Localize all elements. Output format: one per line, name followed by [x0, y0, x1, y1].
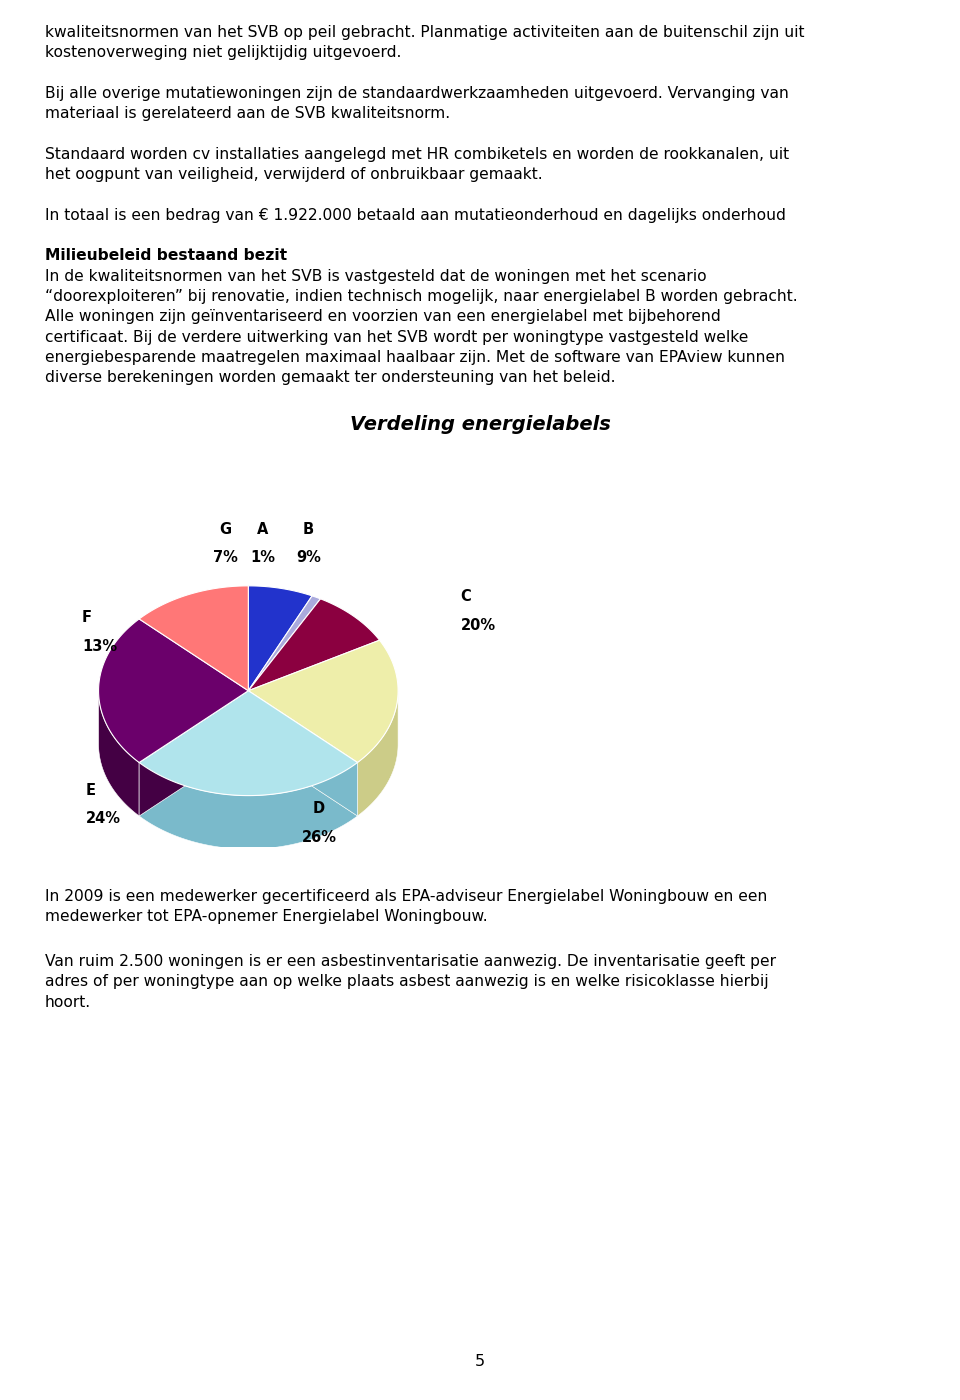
Text: A: A	[257, 522, 269, 536]
Text: Milieubeleid bestaand bezit: Milieubeleid bestaand bezit	[45, 249, 287, 263]
Text: kwaliteitsnormen van het SVB op peil gebracht. Planmatige activiteiten aan de bu: kwaliteitsnormen van het SVB op peil geb…	[45, 25, 804, 41]
Text: E: E	[86, 783, 96, 798]
Text: 5: 5	[475, 1354, 485, 1369]
Text: Standaard worden cv installaties aangelegd met HR combiketels en worden de rookk: Standaard worden cv installaties aangele…	[45, 147, 789, 162]
Text: diverse berekeningen worden gemaakt ter ondersteuning van het beleid.: diverse berekeningen worden gemaakt ter …	[45, 370, 615, 385]
Text: certificaat. Bij de verdere uitwerking van het SVB wordt per woningtype vastgest: certificaat. Bij de verdere uitwerking v…	[45, 329, 749, 344]
Text: Alle woningen zijn geïnventariseerd en voorzien van een energielabel met bijbeho: Alle woningen zijn geïnventariseerd en v…	[45, 309, 721, 325]
Polygon shape	[249, 690, 357, 816]
Polygon shape	[249, 596, 321, 690]
Text: In 2009 is een medewerker gecertificeerd als EPA-adviseur Energielabel Woningbou: In 2009 is een medewerker gecertificeerd…	[45, 889, 767, 904]
Text: “doorexploiteren” bij renovatie, indien technisch mogelijk, naar energielabel B : “doorexploiteren” bij renovatie, indien …	[45, 288, 798, 304]
Text: 24%: 24%	[86, 812, 121, 826]
Text: B: B	[303, 522, 314, 536]
Text: het oogpunt van veiligheid, verwijderd of onbruikbaar gemaakt.: het oogpunt van veiligheid, verwijderd o…	[45, 167, 542, 182]
Text: 20%: 20%	[461, 619, 495, 633]
Text: adres of per woningtype aan op welke plaats asbest aanwezig is en welke risicokl: adres of per woningtype aan op welke pla…	[45, 974, 769, 990]
Polygon shape	[139, 690, 249, 816]
Text: energiebesparende maatregelen maximaal haalbaar zijn. Met de software van EPAvie: energiebesparende maatregelen maximaal h…	[45, 350, 785, 365]
Polygon shape	[99, 619, 249, 763]
Text: hoort.: hoort.	[45, 994, 91, 1009]
Text: medewerker tot EPA-opnemer Energielabel Woningbouw.: medewerker tot EPA-opnemer Energielabel …	[45, 910, 488, 924]
Text: 26%: 26%	[301, 830, 337, 846]
Polygon shape	[249, 640, 398, 763]
Polygon shape	[99, 692, 139, 816]
Text: In de kwaliteitsnormen van het SVB is vastgesteld dat de woningen met het scenar: In de kwaliteitsnormen van het SVB is va…	[45, 269, 707, 284]
Text: 7%: 7%	[213, 550, 238, 566]
Text: Bij alle overige mutatiewoningen zijn de standaardwerkzaamheden uitgevoerd. Verv: Bij alle overige mutatiewoningen zijn de…	[45, 85, 789, 101]
Text: D: D	[313, 801, 325, 816]
Text: Verdeling energielabels: Verdeling energielabels	[349, 414, 611, 434]
Text: In totaal is een bedrag van € 1.922.000 betaald aan mutatieonderhoud en dagelijk: In totaal is een bedrag van € 1.922.000 …	[45, 207, 786, 223]
Text: 9%: 9%	[297, 550, 321, 566]
Polygon shape	[249, 585, 312, 690]
Text: G: G	[220, 522, 231, 536]
Text: kostenoverweging niet gelijktijdig uitgevoerd.: kostenoverweging niet gelijktijdig uitge…	[45, 45, 401, 60]
Text: 13%: 13%	[82, 638, 117, 654]
Text: materiaal is gerelateerd aan de SVB kwaliteitsnorm.: materiaal is gerelateerd aan de SVB kwal…	[45, 106, 450, 122]
Polygon shape	[357, 692, 398, 816]
Text: Van ruim 2.500 woningen is er een asbestinventarisatie aanwezig. De inventarisat: Van ruim 2.500 woningen is er een asbest…	[45, 953, 776, 969]
Polygon shape	[139, 690, 357, 795]
Polygon shape	[139, 690, 249, 816]
Polygon shape	[249, 599, 379, 690]
Polygon shape	[139, 585, 249, 690]
Polygon shape	[139, 763, 357, 848]
Polygon shape	[249, 690, 357, 816]
Text: 1%: 1%	[251, 550, 276, 566]
Text: F: F	[82, 610, 92, 624]
Text: C: C	[461, 589, 471, 605]
